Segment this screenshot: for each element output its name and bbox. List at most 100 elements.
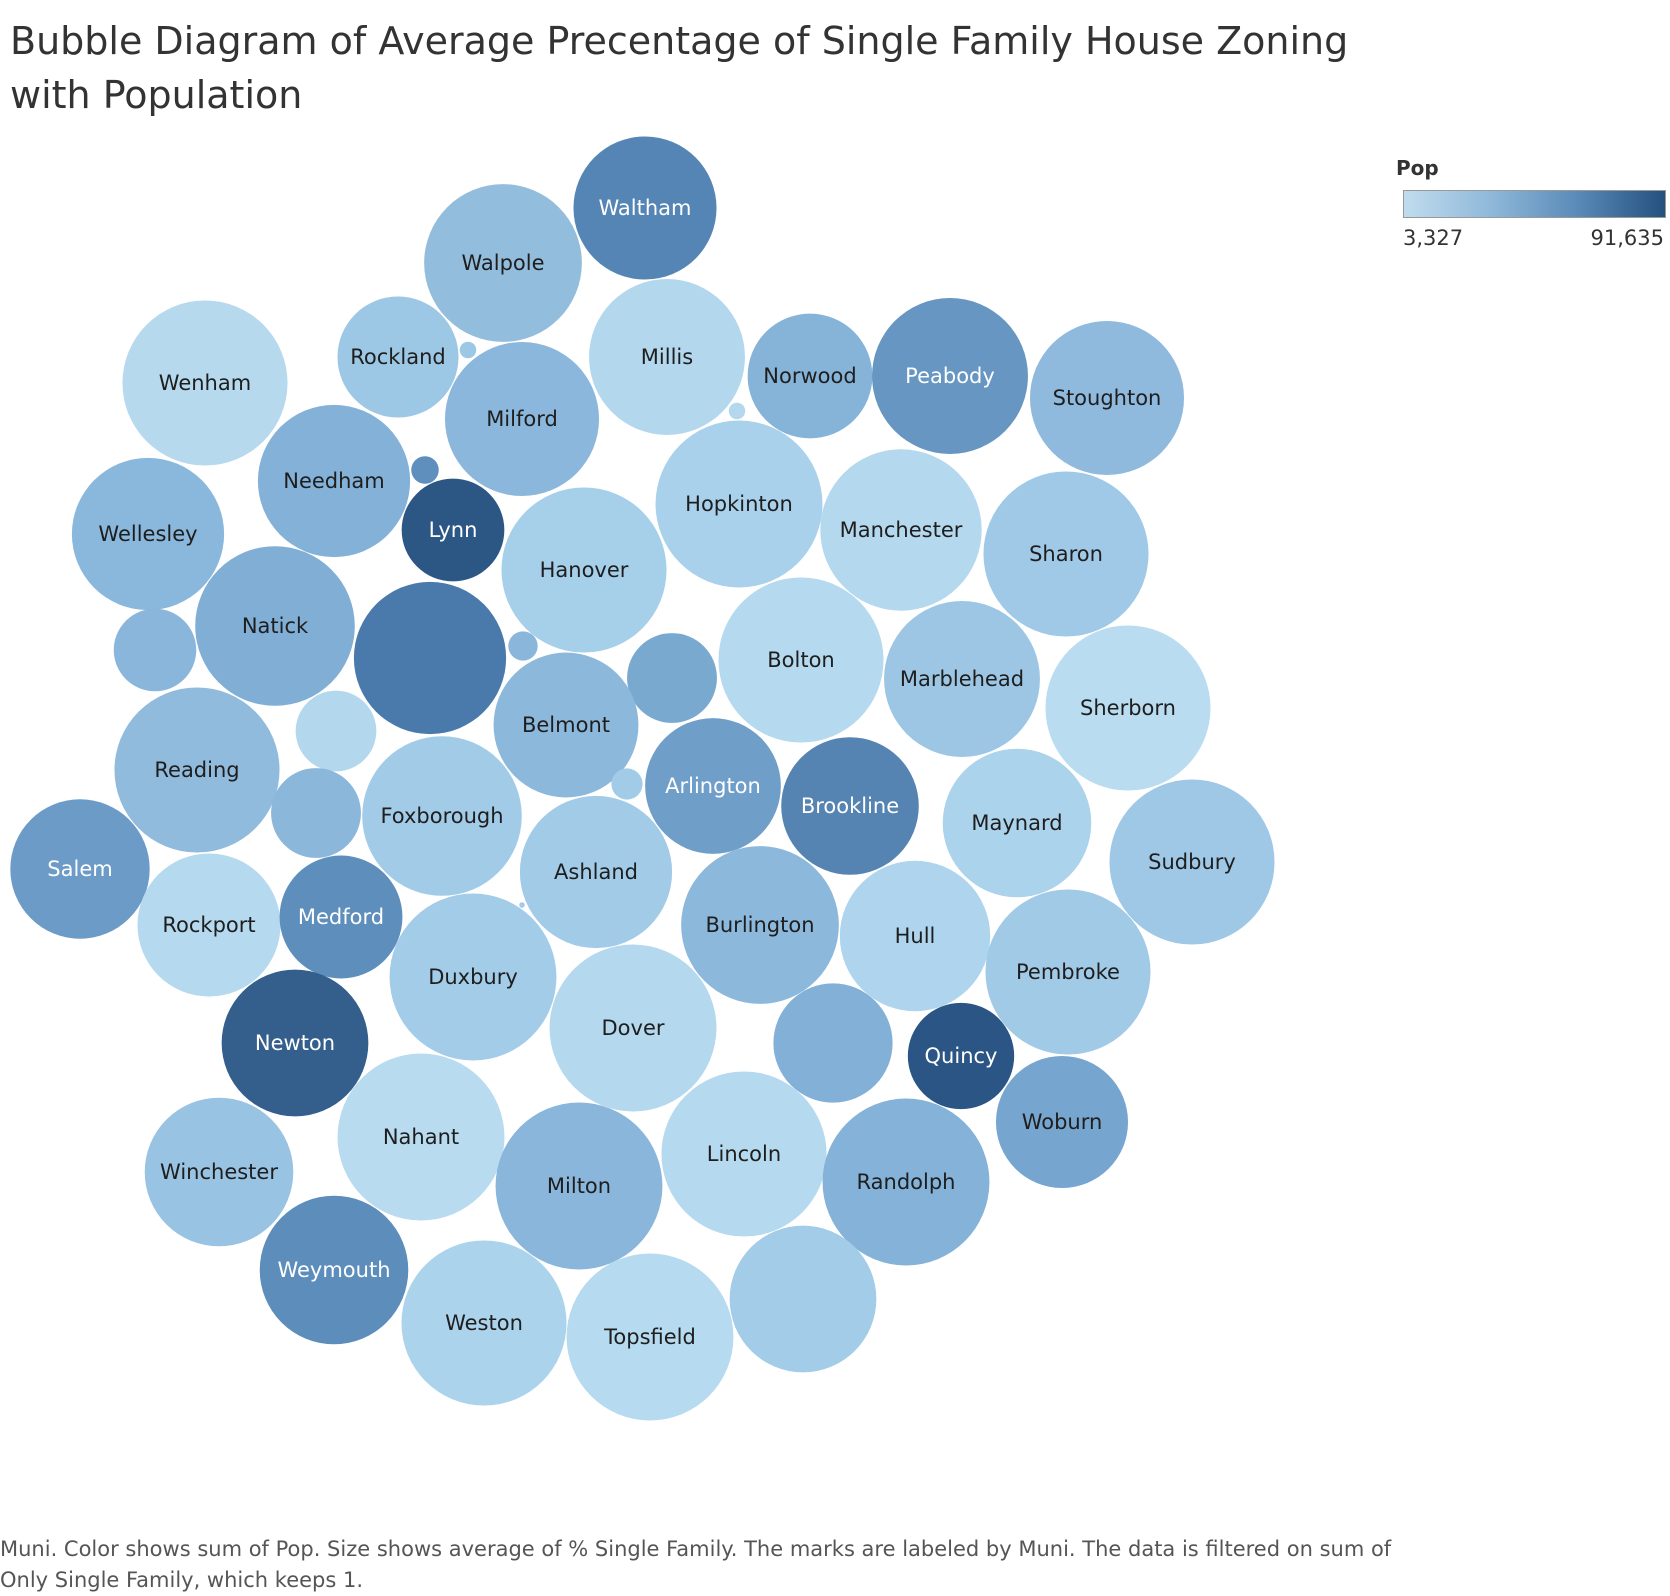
bubble-label-peabody: Peabody [905,364,995,388]
bubble-circle-unlabeled-57[interactable] [508,631,537,660]
bubble-unlabeled-18[interactable] [354,582,506,734]
bubble-natick[interactable]: Natick [195,546,355,706]
bubble-circle-unlabeled-54[interactable] [460,342,477,359]
bubble-circle-unlabeled-29[interactable] [271,768,361,858]
bubble-hanover[interactable]: Hanover [501,487,666,652]
bubble-woburn[interactable]: Woburn [996,1056,1128,1188]
bubble-arlington[interactable]: Arlington [645,718,781,854]
bubble-label-hanover: Hanover [540,558,629,582]
bubble-manchester[interactable]: Manchester [820,449,981,610]
bubble-label-arlington: Arlington [665,774,761,798]
bubble-label-millis: Millis [641,345,693,369]
bubble-rockport[interactable]: Rockport [137,853,280,996]
bubble-circle-unlabeled-24[interactable] [296,691,377,772]
bubble-needham[interactable]: Needham [258,405,410,557]
bubble-label-weymouth: Weymouth [277,1258,390,1282]
bubble-hopkinton[interactable]: Hopkinton [656,421,823,588]
bubble-label-wenham: Wenham [159,371,251,395]
bubble-brookline[interactable]: Brookline [781,737,919,875]
bubble-bolton[interactable]: Bolton [718,577,883,742]
bubble-millis[interactable]: Millis [589,279,745,435]
bubble-waltham[interactable]: Waltham [573,136,716,279]
bubble-quincy[interactable]: Quincy [908,1003,1014,1109]
bubble-circle-unlabeled-56[interactable] [411,456,439,484]
bubble-foxborough[interactable]: Foxborough [362,736,522,896]
bubble-label-pembroke: Pembroke [1016,960,1120,984]
bubble-topsfield[interactable]: Topsfield [567,1254,734,1421]
bubble-lincoln[interactable]: Lincoln [661,1071,826,1236]
bubble-label-rockport: Rockport [162,913,255,937]
bubble-circle-unlabeled-58[interactable] [611,768,642,799]
bubble-unlabeled-29[interactable] [271,768,361,858]
bubble-circle-unlabeled-53[interactable] [730,1226,877,1373]
bubble-hull[interactable]: Hull [840,861,990,1011]
bubble-circle-unlabeled-18[interactable] [354,582,506,734]
bubble-milton[interactable]: Milton [496,1103,663,1270]
bubble-unlabeled-54[interactable] [460,342,477,359]
bubble-unlabeled-58[interactable] [611,768,642,799]
bubble-sudbury[interactable]: Sudbury [1109,779,1274,944]
bubble-sharon[interactable]: Sharon [983,471,1148,636]
bubble-circle-unlabeled-55[interactable] [729,403,746,420]
bubble-reading[interactable]: Reading [114,687,279,852]
bubble-medford[interactable]: Medford [280,856,403,979]
bubble-randolph[interactable]: Randolph [823,1099,990,1266]
bubble-unlabeled-53[interactable] [730,1226,877,1373]
bubble-circle-unlabeled-41[interactable] [773,983,892,1102]
bubble-salem[interactable]: Salem [10,799,149,938]
legend-color-ramp [1403,190,1666,218]
bubble-circle-unlabeled-17[interactable] [114,609,197,692]
bubble-dover[interactable]: Dover [550,945,717,1112]
bubble-weston[interactable]: Weston [401,1240,566,1405]
bubble-circle-unlabeled-22[interactable] [627,633,717,723]
bubble-newton[interactable]: Newton [222,970,369,1117]
bubble-unlabeled-22[interactable] [627,633,717,723]
bubble-label-wellesley: Wellesley [98,522,197,546]
bubble-label-stoughton: Stoughton [1053,386,1162,410]
bubble-ashland[interactable]: Ashland [520,796,672,948]
bubble-duxbury[interactable]: Duxbury [390,894,557,1061]
bubble-label-newton: Newton [255,1031,335,1055]
bubble-label-ashland: Ashland [554,860,638,884]
bubble-label-sudbury: Sudbury [1148,850,1236,874]
bubble-label-salem: Salem [47,857,112,881]
legend-max-label: 91,635 [1591,226,1664,250]
bubble-unlabeled-24[interactable] [296,691,377,772]
bubble-label-sherborn: Sherborn [1080,696,1176,720]
bubble-unlabeled-17[interactable] [114,609,197,692]
bubble-milford[interactable]: Milford [445,342,599,496]
bubble-unlabeled-55[interactable] [729,403,746,420]
bubble-weymouth[interactable]: Weymouth [260,1196,409,1345]
bubble-sherborn[interactable]: Sherborn [1045,625,1210,790]
bubble-label-waltham: Waltham [599,196,692,220]
bubble-label-quincy: Quincy [925,1044,998,1068]
bubble-stoughton[interactable]: Stoughton [1030,321,1184,475]
bubble-pembroke[interactable]: Pembroke [985,889,1150,1054]
bubble-label-milton: Milton [547,1174,611,1198]
bubble-unlabeled-59[interactable] [519,902,525,908]
bubble-peabody[interactable]: Peabody [872,298,1028,454]
bubble-label-natick: Natick [242,614,309,638]
bubble-maynard[interactable]: Maynard [943,749,1092,898]
bubble-label-norwood: Norwood [763,364,856,388]
bubble-winchester[interactable]: Winchester [145,1098,294,1247]
bubble-label-marblehead: Marblehead [900,667,1024,691]
bubble-walpole[interactable]: Walpole [424,184,582,342]
bubble-marblehead[interactable]: Marblehead [884,601,1040,757]
bubble-wellesley[interactable]: Wellesley [72,458,224,610]
bubble-label-lincoln: Lincoln [707,1142,781,1166]
bubble-norwood[interactable]: Norwood [748,314,873,439]
bubble-nahant[interactable]: Nahant [338,1054,505,1221]
bubble-unlabeled-56[interactable] [411,456,439,484]
bubble-burlington[interactable]: Burlington [681,846,839,1004]
bubble-lynn[interactable]: Lynn [402,479,505,582]
bubble-rockland[interactable]: Rockland [337,296,458,417]
bubble-label-topsfield: Topsfield [603,1325,696,1349]
bubble-label-duxbury: Duxbury [428,965,518,989]
bubble-circle-unlabeled-59[interactable] [519,902,525,908]
bubble-wenham[interactable]: Wenham [122,300,287,465]
bubble-label-needham: Needham [283,469,385,493]
bubble-unlabeled-41[interactable] [773,983,892,1102]
bubble-label-randolph: Randolph [857,1170,956,1194]
bubble-unlabeled-57[interactable] [508,631,537,660]
